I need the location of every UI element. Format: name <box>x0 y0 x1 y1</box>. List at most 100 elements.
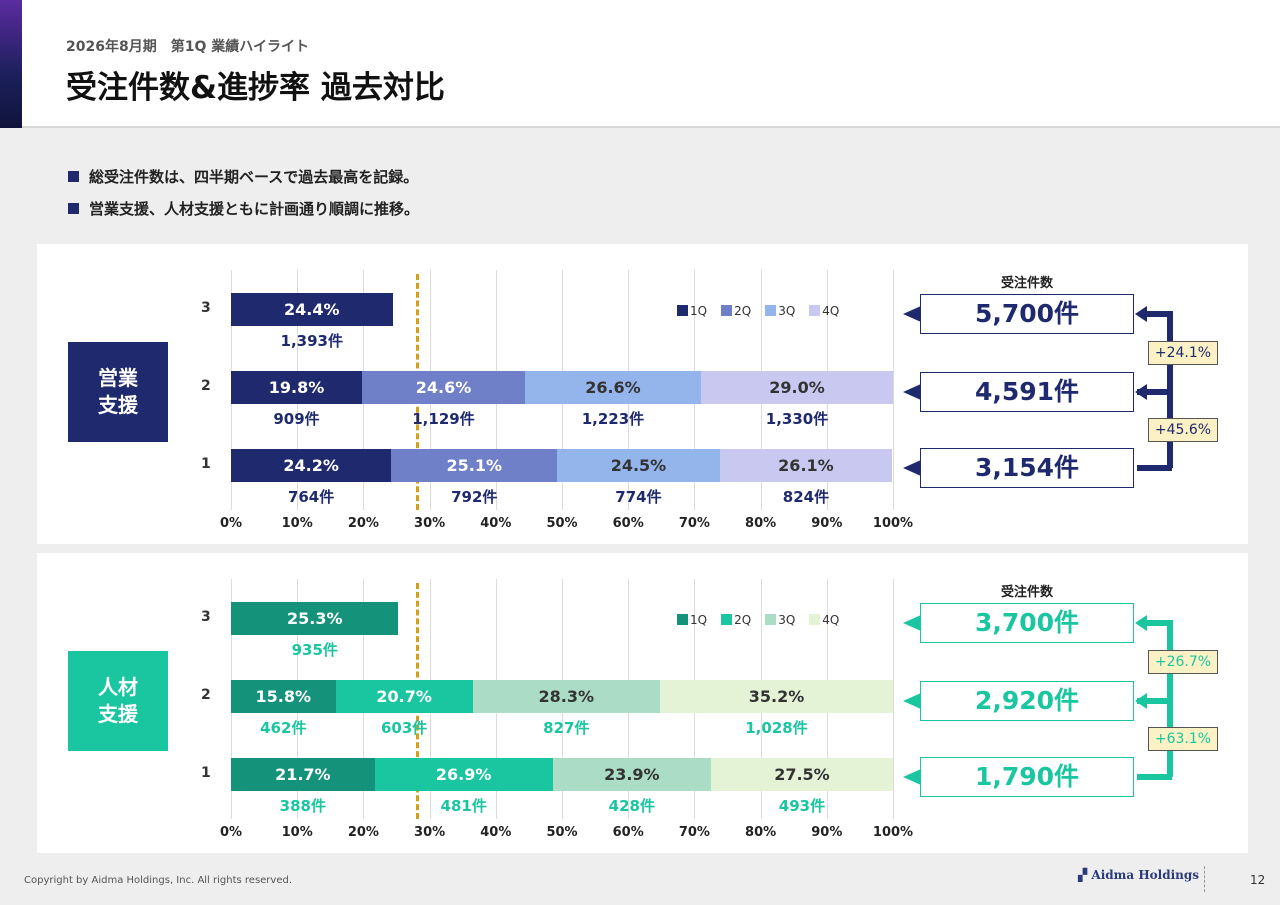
callout-pointer-icon <box>903 384 921 400</box>
bullet-square-icon <box>68 202 79 214</box>
y-tick-label: 1 <box>201 456 211 472</box>
x-tick-label: 30% <box>414 516 446 531</box>
total-count-box: 4,591件 <box>920 372 1134 412</box>
bar-pct-label: 25.3% <box>286 609 343 628</box>
total-count-box: 2,920件 <box>920 681 1134 721</box>
bar-segment-2Q <box>335 680 473 713</box>
bar-pct-label: 27.5% <box>774 765 830 784</box>
bar-segment-3Q <box>472 680 660 713</box>
bar-count-label: 935件 <box>291 641 338 659</box>
connector-line <box>1137 389 1172 395</box>
legend-item: 1Q <box>677 613 707 627</box>
arrow-head-icon <box>1135 306 1147 322</box>
legend-label: 4Q <box>822 304 840 318</box>
company-logo: ▞ Aidma Holdings <box>1078 868 1200 882</box>
bar-segment-1Q <box>231 758 375 791</box>
x-tick-label: 100% <box>872 516 914 531</box>
connector-line <box>1137 774 1172 780</box>
bullet-list: 総受注件数は、四半期ベースで過去最高を記録。 営業支援、人材支援ともに計画通り順… <box>68 160 419 224</box>
x-tick-label: 20% <box>347 516 379 531</box>
bullet-square-icon <box>68 170 79 182</box>
bar-pct-label: 20.7% <box>376 687 432 706</box>
bar-count-label: 388件 <box>279 797 326 815</box>
bar-count-label: 1,028件 <box>745 719 808 737</box>
growth-rate-badge: +26.7% <box>1148 650 1218 674</box>
gridline <box>893 579 894 819</box>
legend: 1Q 2Q 3Q 4Q <box>677 304 839 318</box>
connector-line <box>1137 465 1172 471</box>
x-tick-label: 100% <box>872 825 914 840</box>
x-tick-label: 80% <box>745 825 777 840</box>
legend-swatch <box>677 614 688 625</box>
bar-count-label: 774件 <box>615 488 662 506</box>
legend-item: 1Q <box>677 304 707 318</box>
x-tick-label: 40% <box>480 516 512 531</box>
bar-count-label: 1,330件 <box>765 410 829 428</box>
bar-segment-2Q <box>374 758 553 791</box>
legend-label: 2Q <box>734 613 752 627</box>
callout-pointer-icon <box>903 460 921 476</box>
chart-sales-support: 0% 10% 20% 30% 40% 50% 60% 70% 80% 90% 100% 1 24.2% 7… <box>37 244 1248 544</box>
legend-swatch <box>765 614 777 625</box>
bar-pct-label: 23.9% <box>604 765 660 784</box>
x-tick-label: 90% <box>811 516 843 531</box>
bullet-text: 総受注件数は、四半期ベースで過去最高を記録。 <box>89 167 419 186</box>
bar-segment-4Q <box>710 758 893 791</box>
bar-count-label: 824件 <box>782 488 830 506</box>
bar-pct-label: 24.2% <box>283 456 339 475</box>
x-tick-label: 20% <box>347 825 379 840</box>
connector-line <box>1145 620 1173 626</box>
accent-bar <box>0 0 22 128</box>
x-tick-label: 80% <box>745 516 777 531</box>
x-tick-label: 60% <box>612 825 644 840</box>
callout-pointer-icon <box>903 306 921 322</box>
legend-item: 2Q <box>721 304 751 318</box>
bar-count-label: 1,223件 <box>581 410 645 428</box>
bar-segment-3Q <box>557 449 720 482</box>
x-tick-label: 70% <box>678 516 710 531</box>
bar-pct-label: 24.6% <box>415 378 472 397</box>
bar-segment-2Q <box>362 371 525 404</box>
y-tick-label: 3 <box>201 609 211 625</box>
legend-item: 2Q <box>721 613 751 627</box>
bar-count-label: 1,393件 <box>280 332 343 350</box>
x-tick-label: 0% <box>219 516 243 531</box>
x-tick-label: 0% <box>219 825 243 840</box>
segment-label-hr-support: 人材 支援 <box>68 651 168 751</box>
bar-pct-label: 21.7% <box>275 765 331 784</box>
bar-count-label: 428件 <box>608 797 655 815</box>
y-tick-label: 1 <box>201 765 211 781</box>
legend-item: 4Q <box>809 613 839 627</box>
legend-swatch <box>809 614 821 625</box>
x-tick-label: 70% <box>678 825 710 840</box>
chart-hr-support: 0% 10% 20% 30% 40% 50% 60% 70% 80% 90% 100% 1 21.7% 3… <box>37 553 1248 853</box>
bar-pct-label: 19.8% <box>268 378 325 397</box>
bar-segment-4Q <box>719 449 893 482</box>
bar-count-label: 792件 <box>451 488 498 506</box>
connector-line <box>1145 311 1173 317</box>
bar-segment-3Q <box>524 371 701 404</box>
legend-label: 4Q <box>822 613 840 627</box>
legend-swatch <box>677 305 688 316</box>
bar-segment-1Q <box>231 293 393 326</box>
legend-label: 2Q <box>734 304 752 318</box>
legend-item: 4Q <box>809 304 839 318</box>
growth-rate-badge: +45.6% <box>1148 418 1218 442</box>
legend-swatch <box>765 305 777 316</box>
panel-hr-support: 人材 支援 0% 10% 20% 30% 40% 50% 60% 70% 80% 90% 100% 1… <box>37 553 1248 853</box>
x-tick-label: 60% <box>612 516 644 531</box>
bar-count-label: 764件 <box>287 488 335 506</box>
legend-swatch <box>721 305 733 316</box>
growth-rate-badge: +24.1% <box>1148 341 1218 365</box>
bar-pct-label: 24.4% <box>284 300 340 319</box>
bar-count-label: 603件 <box>380 719 428 737</box>
bar-count-label: 462件 <box>260 719 307 737</box>
total-count-box: 1,790件 <box>920 757 1134 797</box>
panel-sales-support: 営業 支援 0% 10% 20% 30% 40% 50% 60% 70% 80% 90% 100% 1… <box>37 244 1248 544</box>
gridline <box>893 270 894 510</box>
legend-label: 3Q <box>778 613 796 627</box>
callout-pointer-icon <box>903 769 921 785</box>
page-subtitle: 2026年8月期 第1Q 業績ハイライト <box>66 39 309 55</box>
legend-swatch <box>721 614 733 625</box>
segment-label-sales-support: 営業 支援 <box>68 342 168 442</box>
